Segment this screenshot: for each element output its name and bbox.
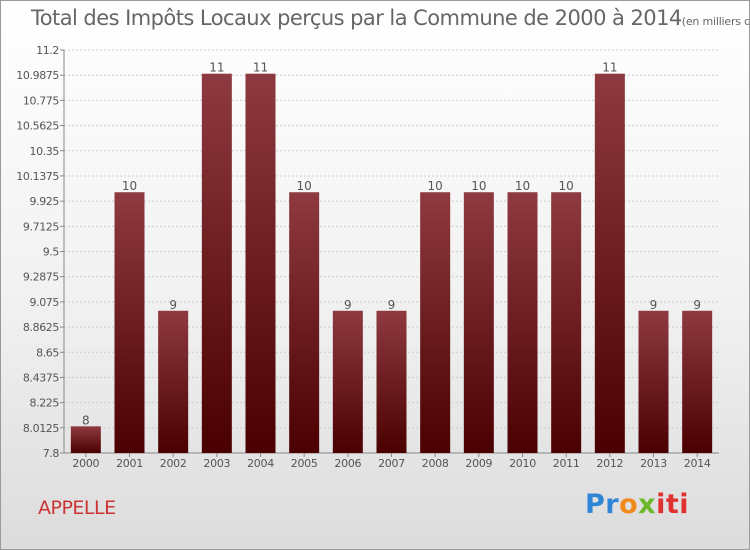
data-label: 11 xyxy=(602,61,617,75)
bar xyxy=(289,192,320,453)
logo-part-2: o xyxy=(619,489,639,520)
bar xyxy=(70,426,101,453)
x-tick-label: 2007 xyxy=(378,457,405,470)
bar xyxy=(201,73,232,454)
x-tick-label: 2013 xyxy=(640,457,667,470)
x-tick-label: 2011 xyxy=(553,457,580,470)
bar xyxy=(376,310,407,453)
x-tick-label: 2012 xyxy=(596,457,623,470)
chart-title-unit: (en milliers d'€) xyxy=(681,15,749,28)
bar xyxy=(245,73,276,454)
x-tick-label: 2004 xyxy=(247,457,274,470)
bar xyxy=(682,310,713,453)
data-label: 9 xyxy=(169,298,177,312)
y-tick-label: 8.0125 xyxy=(23,422,59,435)
logo-part-1: Pr xyxy=(585,489,620,520)
commune-name: APPELLE xyxy=(38,497,116,519)
x-tick-label: 2014 xyxy=(684,457,711,470)
data-label: 10 xyxy=(297,179,312,193)
y-tick-label: 8.4375 xyxy=(23,371,59,384)
bars xyxy=(70,73,713,454)
bar xyxy=(158,310,189,453)
y-tick-label: 8.8625 xyxy=(23,321,59,334)
data-label: 10 xyxy=(515,179,530,193)
y-tick-label: 10.1375 xyxy=(16,170,59,183)
y-tick-label: 11.2 xyxy=(36,44,59,57)
bar xyxy=(114,192,145,453)
bar xyxy=(463,192,494,453)
logo-part-4: iti xyxy=(656,489,690,520)
x-tick-label: 2002 xyxy=(160,457,187,470)
y-tick-label: 10.775 xyxy=(23,94,59,107)
data-label: 10 xyxy=(122,179,137,193)
bar xyxy=(507,192,538,453)
y-tick-label: 10.9875 xyxy=(16,69,59,82)
y-tick-label: 10.5625 xyxy=(16,120,59,133)
x-tick-label: 2000 xyxy=(72,457,99,470)
labels: 7.8 8.0125 8.225 8.4375 8.65 8.8625 9.075 9.287… xyxy=(16,44,711,470)
bar xyxy=(551,192,582,453)
x-tick-label: 2006 xyxy=(334,457,361,470)
bar xyxy=(638,310,669,453)
y-tick-label: 9.925 xyxy=(30,195,60,208)
chart-title: Total des Impôts Locaux perçus par la Co… xyxy=(31,6,749,30)
y-tick-label: 7.8 xyxy=(43,447,60,460)
data-label: 10 xyxy=(471,179,486,193)
bar xyxy=(594,73,625,454)
bar xyxy=(332,310,363,453)
y-tick-label: 9.5 xyxy=(43,246,60,259)
x-tick-label: 2003 xyxy=(203,457,230,470)
data-label: 10 xyxy=(559,179,574,193)
data-label: 9 xyxy=(650,298,658,312)
x-tick-label: 2009 xyxy=(465,457,492,470)
x-tick-label: 2010 xyxy=(509,457,536,470)
proxiti-logo[interactable]: Proxiti xyxy=(585,489,689,520)
y-tick-label: 8.65 xyxy=(36,346,59,359)
data-label: 9 xyxy=(388,298,396,312)
y-tick-label: 10.35 xyxy=(30,145,60,158)
data-label: 10 xyxy=(428,179,443,193)
data-label: 9 xyxy=(693,298,701,312)
x-tick-label: 2005 xyxy=(291,457,318,470)
data-label: 11 xyxy=(253,61,268,75)
chart-title-main: Total des Impôts Locaux perçus par la Co… xyxy=(31,6,682,30)
data-label: 11 xyxy=(209,61,224,75)
bar xyxy=(420,192,451,453)
data-label: 9 xyxy=(344,298,352,312)
y-tick-label: 9.7125 xyxy=(23,220,59,233)
y-tick-label: 8.225 xyxy=(30,397,60,410)
data-label: 8 xyxy=(82,413,90,427)
x-tick-label: 2008 xyxy=(422,457,449,470)
x-tick-label: 2001 xyxy=(116,457,143,470)
logo-part-3: x xyxy=(638,489,657,520)
y-tick-label: 9.2875 xyxy=(23,271,59,284)
y-tick-label: 9.075 xyxy=(30,296,60,309)
